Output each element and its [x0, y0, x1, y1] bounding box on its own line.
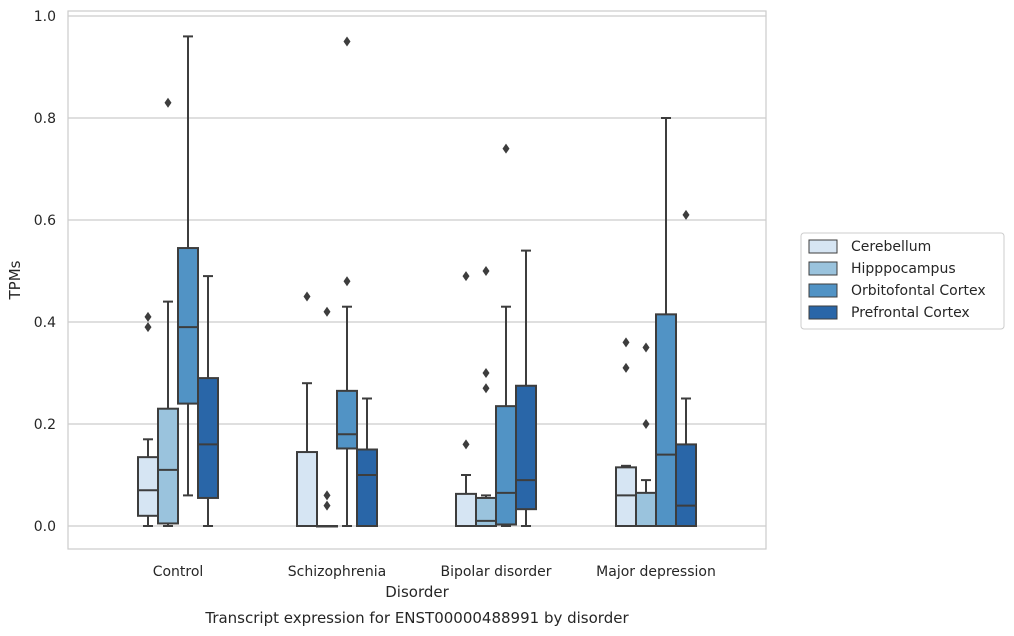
box-iqr	[615, 466, 637, 528]
y-tick-label: 0.8	[34, 111, 56, 127]
outlier-point	[164, 97, 172, 108]
box-iqr	[296, 451, 318, 527]
box-iqr	[495, 405, 517, 526]
outlier-point	[144, 311, 152, 322]
legend-swatch	[808, 305, 838, 320]
box-iqr	[336, 389, 358, 450]
box	[635, 342, 657, 528]
outlier-point	[323, 306, 331, 317]
plot-frame	[67, 10, 767, 550]
box	[655, 117, 677, 527]
outlier-point	[462, 271, 470, 282]
outlier-point	[642, 342, 650, 353]
outlier-point	[482, 368, 490, 378]
box-iqr	[675, 443, 697, 527]
outlier-point	[323, 500, 331, 511]
box-iqr	[515, 384, 537, 511]
box	[336, 36, 358, 527]
y-tick-label: 1.0	[34, 9, 56, 25]
box	[157, 97, 179, 527]
legend-frame	[800, 232, 1005, 330]
box	[197, 275, 219, 527]
box-iqr	[455, 492, 477, 527]
outlier-point	[462, 439, 470, 450]
outlier-point	[682, 209, 690, 220]
outlier-point	[642, 419, 650, 429]
boxes	[137, 35, 697, 528]
y-tick-label: 0.6	[34, 213, 56, 229]
box-iqr	[356, 448, 378, 527]
legend-label: Cerebellum	[851, 239, 931, 255]
legend-items: Cerebellum Hipppocampus Orbitofontal Corte…	[808, 239, 986, 321]
x-axis-label: Disorder	[385, 583, 449, 601]
chart-caption: Transcript expression for ENST0000048899…	[204, 609, 629, 627]
box	[675, 209, 697, 527]
outlier-point	[482, 266, 490, 276]
legend-swatch	[808, 283, 838, 298]
box	[515, 249, 537, 527]
y-tick-label: 0.0	[34, 519, 56, 535]
x-tick-labels: Control Schizophrenia Bipolar disorder Majo…	[153, 564, 716, 580]
x-tick-label: Schizophrenia	[288, 564, 386, 580]
box-iqr	[157, 407, 179, 525]
legend: Cerebellum Hipppocampus Orbitofontal Corte…	[800, 232, 1005, 330]
box	[615, 337, 637, 528]
box-iqr	[655, 313, 677, 527]
box	[495, 143, 517, 527]
outlier-point	[482, 383, 490, 394]
box-iqr	[177, 247, 199, 405]
box-iqr	[197, 377, 219, 499]
outlier-point	[144, 322, 152, 333]
y-axis-label: TPMs	[6, 260, 24, 300]
outlier-point	[502, 143, 510, 154]
outlier-point	[323, 490, 331, 501]
x-tick-label: Major depression	[596, 564, 716, 580]
legend-label: Orbitofontal Cortex	[851, 283, 986, 299]
outlier-point	[622, 362, 630, 373]
outlier-point	[343, 276, 351, 287]
outlier-point	[303, 291, 311, 302]
legend-label: Prefrontal Cortex	[851, 305, 970, 321]
outlier-point	[622, 337, 630, 348]
box-iqr	[137, 456, 159, 517]
y-tick-label: 0.2	[34, 417, 56, 433]
legend-swatch	[808, 239, 838, 254]
legend-swatch	[808, 261, 838, 276]
box	[356, 397, 378, 527]
box	[177, 35, 199, 497]
box	[475, 266, 497, 528]
outlier-point	[343, 36, 351, 47]
x-tick-label: Control	[153, 564, 204, 580]
box	[455, 271, 477, 527]
box	[316, 306, 338, 528]
y-tick-label: 0.4	[34, 315, 56, 331]
legend-label: Hipppocampus	[851, 261, 956, 277]
box	[296, 291, 318, 527]
box	[137, 311, 159, 527]
x-tick-label: Bipolar disorder	[440, 564, 551, 580]
y-tick-labels: 0.0 0.2 0.4 0.6 0.8 1.0	[34, 9, 56, 535]
box-iqr	[635, 491, 657, 528]
